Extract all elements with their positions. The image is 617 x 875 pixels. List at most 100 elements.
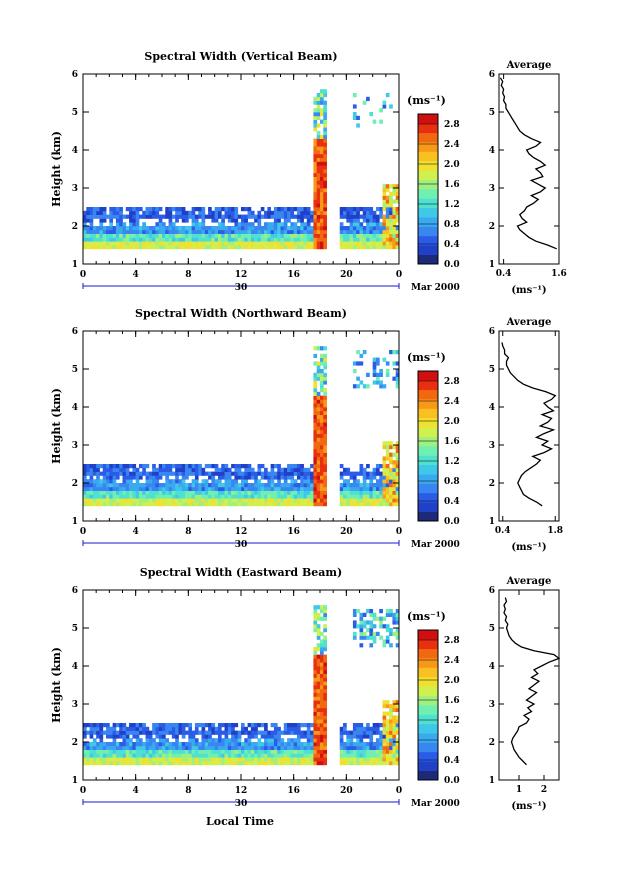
heatmap-cell (379, 471, 383, 476)
heatmap-cell (125, 483, 130, 488)
heatmap-cell (359, 498, 364, 503)
heatmap-cell (385, 93, 390, 98)
heatmap-cell (115, 241, 120, 246)
heatmap-cell (241, 214, 245, 219)
colorbar-swatch (418, 658, 438, 668)
heatmap-cell (142, 210, 146, 215)
heatmap-cell (191, 730, 196, 735)
heatmap-cell (191, 207, 196, 212)
heatmap-cell (148, 475, 153, 480)
heatmap-cell (316, 395, 321, 400)
heatmap-cell (316, 688, 321, 693)
heatmap-cell (241, 730, 245, 735)
heatmap-cell (175, 757, 179, 762)
heatmap-cell (168, 467, 173, 472)
heatmap-cell (247, 233, 252, 238)
heatmap-cell (346, 494, 351, 499)
heatmap-cell (112, 464, 117, 469)
heatmap-cell (138, 745, 143, 750)
heatmap-cell (395, 475, 400, 480)
heatmap-cell (362, 734, 367, 739)
heatmap-cell (145, 241, 150, 246)
heatmap-cell (323, 119, 327, 124)
heatmap-cell (155, 734, 160, 739)
heatmap-cell (152, 742, 156, 747)
heatmap-cell (339, 233, 344, 238)
heatmap-cell (389, 226, 393, 231)
heatmap-cell (320, 742, 324, 747)
heatmap-cell (214, 210, 219, 215)
profile-x-tick-label: 0.4 (495, 526, 511, 536)
y-tick-label: 2 (72, 479, 78, 489)
heatmap-cell (194, 738, 199, 743)
heatmap-cell (198, 467, 202, 472)
heatmap-cell (313, 169, 318, 174)
heatmap-cell (395, 456, 400, 461)
heatmap-cell (313, 486, 318, 491)
heatmap-cell (352, 498, 357, 503)
colorbar-unit: (ms⁻¹) (407, 610, 446, 623)
heatmap-cell (290, 738, 295, 743)
heatmap-cell (83, 502, 87, 507)
heatmap-cell (300, 229, 304, 234)
heatmap-cell (303, 745, 308, 750)
heatmap-cell (313, 395, 318, 400)
heatmap-cell (303, 486, 308, 491)
heatmap-cell (171, 742, 176, 747)
heatmap-cell (86, 241, 90, 246)
colorbar-swatch (418, 686, 438, 696)
heatmap-cell (313, 157, 318, 162)
heatmap-cell (112, 761, 117, 766)
heatmap-cell (280, 210, 285, 215)
heatmap-cell (316, 685, 321, 690)
heatmap-cell (379, 742, 383, 747)
heatmap-cell (323, 738, 327, 743)
heatmap-cell (96, 210, 100, 215)
heatmap-cell (385, 441, 390, 446)
heatmap-cell (362, 745, 367, 750)
heatmap-cell (382, 357, 387, 362)
heatmap-cell (165, 738, 169, 743)
heatmap-cell (185, 749, 189, 754)
heatmap-cell (356, 218, 360, 223)
heatmap-cell (283, 753, 288, 758)
heatmap-cell (362, 210, 367, 215)
heatmap-cell (323, 639, 327, 644)
heatmap-cell (194, 494, 199, 499)
heatmap-cell (264, 475, 268, 480)
heatmap-cell (158, 207, 163, 212)
heatmap-cell (132, 475, 137, 480)
heatmap-cell (395, 245, 400, 250)
heatmap-cell (389, 452, 393, 457)
heatmap-cell (395, 502, 400, 507)
heatmap-cell (264, 734, 268, 739)
heatmap-cell (257, 742, 262, 747)
heatmap-cell (313, 479, 318, 484)
heatmap-cell (148, 742, 153, 747)
heatmap-cell (323, 429, 327, 434)
heatmap-cell (158, 730, 163, 735)
heatmap-cell (267, 210, 272, 215)
heatmap-cell (264, 214, 268, 219)
heatmap-cell (208, 498, 212, 503)
heatmap-cell (148, 229, 153, 234)
heatmap-cell (359, 734, 364, 739)
heatmap-cell (204, 483, 209, 488)
heatmap-cell (168, 226, 173, 231)
heatmap-cell (250, 245, 255, 250)
heatmap-cell (109, 241, 114, 246)
heatmap-cell (320, 169, 324, 174)
heatmap-cell (119, 245, 123, 250)
heatmap-cell (382, 726, 387, 731)
heatmap-cell (389, 498, 393, 503)
heatmap-cell (346, 730, 351, 735)
heatmap-cell (267, 757, 272, 762)
heatmap-cell (323, 723, 327, 728)
heatmap-cell (323, 357, 327, 362)
heatmap-cell (356, 245, 360, 250)
heatmap-cell (119, 210, 123, 215)
heatmap-cell (369, 624, 374, 629)
heatmap-cell (389, 441, 393, 446)
heatmap-cell (112, 483, 117, 488)
heatmap-cell (343, 210, 347, 215)
